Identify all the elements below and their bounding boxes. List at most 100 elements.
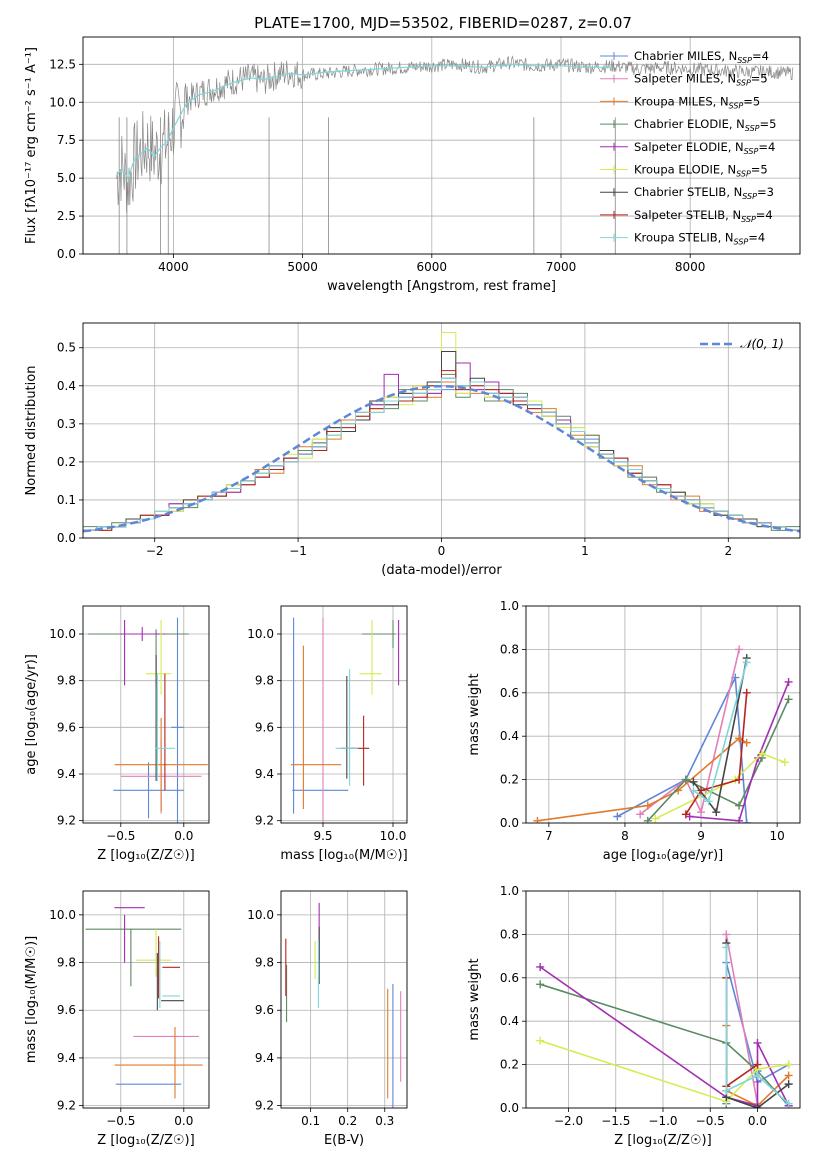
y-tick-label: 0.6 [500, 686, 519, 700]
series-point [753, 1071, 762, 1080]
y-tick-label: 9.6 [255, 720, 274, 734]
panel-5: 7 8 9 10 0.0 0.2 0.4 0.6 0.8 1.0 age [log₁₀(age/yr… [467, 599, 801, 863]
y-tick-label: 0.2 [57, 455, 76, 469]
series-point [735, 645, 744, 654]
y-tick-label: 9.8 [57, 956, 76, 970]
plot-area [88, 617, 208, 823]
y-tick-label: 1.0 [500, 884, 519, 898]
series-line [539, 983, 790, 1107]
x-tick-label: −2 [146, 544, 164, 558]
x-axis-label: E(B-V) [324, 1133, 364, 1148]
legend-label: Kroupa STELIB, NSSP=4 [634, 231, 765, 247]
y-tick-label: 10.0 [49, 627, 76, 641]
x-tick-label: 10 [770, 829, 785, 843]
series-point [742, 688, 751, 697]
panel-4: 9.5 10.0 9.2 9.4 9.6 9.8 10.0 mass [log₁₀(M/M☉)… [247, 605, 408, 863]
y-tick-label: 0.3 [57, 417, 76, 431]
series-point [651, 814, 660, 823]
chart-layer: 4000 5000 6000 7000 80000.02.55.07.510.012.5… [24, 36, 801, 1148]
plot-area [290, 617, 400, 823]
series-point [689, 777, 698, 786]
series-point [636, 810, 645, 819]
series-point [722, 1086, 731, 1095]
series-point [757, 749, 766, 758]
legend-label: Chabrier STELIB, NSSP=3 [634, 185, 774, 201]
axes-frame [82, 605, 210, 824]
x-tick-label: 9 [697, 829, 705, 843]
y-axis-label: Normed distribution [24, 366, 39, 496]
axes: −2.0 −1.5 −1.0 −0.5 0.0 0.0 0.2 0.4 0.6 0.8 1.0 Z [… [467, 884, 801, 1148]
x-tick-label: 8 [621, 829, 629, 843]
series-point [735, 734, 744, 743]
x-tick-label: −1 [289, 544, 307, 558]
y-tick-label: 0.0 [500, 816, 519, 830]
y-axis-label: mass [log₁₀(M/M☉)] [24, 936, 39, 1063]
series-point [681, 810, 690, 819]
x-tick-label: 0.1 [301, 1114, 320, 1128]
y-tick-label: 12.5 [49, 57, 76, 71]
series-point [753, 1038, 762, 1047]
axes-frame [280, 890, 408, 1109]
normal-curve [83, 384, 800, 533]
x-tick-label: 0.2 [338, 1114, 357, 1128]
y-tick-label: 0.4 [57, 379, 76, 393]
y-tick-label: 9.4 [255, 767, 274, 781]
x-tick-label: 2 [724, 544, 732, 558]
legend-label: Salpeter MILES, NSSP=5 [634, 72, 768, 88]
x-tick-label: −0.5 [106, 829, 135, 843]
series-point [536, 962, 545, 971]
x-tick-label: 7000 [546, 260, 577, 274]
plot-area [536, 930, 793, 1108]
legend-label: Chabrier MILES, NSSP=4 [634, 49, 769, 65]
series-point [784, 1071, 793, 1080]
series-point [735, 816, 744, 823]
panel-3: −0.5 0.0 9.2 9.4 9.6 9.8 10.0 Z [log₁₀(Z/Z☉)] ag… [24, 605, 210, 863]
plot-area [83, 332, 800, 533]
y-tick-label: 0.8 [500, 927, 519, 941]
series-point [681, 775, 690, 784]
x-tick-label: −0.5 [106, 1114, 135, 1128]
plot-area [116, 55, 794, 254]
y-axis-label: age [log₁₀(age/yr)] [24, 654, 39, 775]
series-point [689, 786, 698, 795]
series-point [533, 816, 542, 823]
x-tick-label: 0.0 [174, 1114, 193, 1128]
x-tick-label: 0 [438, 544, 446, 558]
axes-frame [82, 36, 801, 255]
series-point [742, 819, 751, 823]
axes: 9.5 10.0 9.2 9.4 9.6 9.8 10.0 mass [log₁₀(M/M☉)… [247, 605, 408, 863]
y-tick-label: 1.0 [500, 599, 519, 613]
plot-area [85, 907, 203, 1099]
data-spectrum-line [116, 55, 794, 214]
series-line [539, 1039, 789, 1103]
y-tick-label: 0.8 [500, 642, 519, 656]
series-point [697, 808, 706, 817]
x-tick-label: 0.0 [748, 1114, 767, 1128]
x-axis-label: Z [log₁₀(Z/Z☉)] [97, 1133, 194, 1148]
series-point [784, 1099, 793, 1108]
series-point [753, 1104, 762, 1108]
panel-1: 4000 5000 6000 7000 8000 0.0 2.5 5.0 7.5 10.0 12.5… [24, 36, 801, 294]
x-tick-label: 0.3 [375, 1114, 394, 1128]
y-tick-label: 5.0 [57, 171, 76, 185]
y-axis-label: Flux [fλ10⁻¹⁷ erg cm⁻² s⁻¹ A⁻¹] [24, 47, 39, 244]
plot-area [285, 902, 402, 1108]
x-tick-label: 8000 [675, 260, 706, 274]
panel-2: −2 −1 0 1 2 0.0 0.1 0.2 0.3 0.4 0.5 (data-model)/er… [24, 322, 801, 578]
y-tick-label: 0.6 [500, 971, 519, 985]
axes: 7 8 9 10 0.0 0.2 0.4 0.6 0.8 1.0 age [log₁₀(age/yr… [467, 599, 801, 863]
series-point [780, 758, 789, 767]
y-tick-label: 0.0 [57, 247, 76, 261]
y-tick-label: 2.5 [57, 209, 76, 223]
series-point [722, 943, 731, 952]
panel-7: 0.1 0.2 0.3 9.2 9.4 9.6 9.8 10.0 E(B-V) [247, 890, 408, 1148]
axes-frame [82, 322, 801, 539]
y-tick-label: 9.4 [57, 1051, 76, 1065]
series-point [735, 801, 744, 810]
y-tick-label: 0.1 [57, 493, 76, 507]
y-axis-label: mass weight [467, 673, 482, 755]
legend-label: Salpeter STELIB, NSSP=4 [634, 208, 773, 224]
y-tick-label: 10.0 [49, 908, 76, 922]
series-point [784, 695, 793, 704]
y-tick-label: 9.4 [255, 1051, 274, 1065]
